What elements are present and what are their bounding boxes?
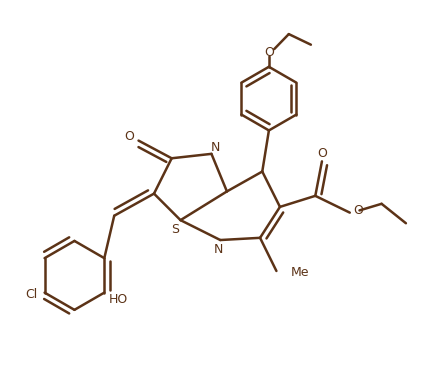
Text: HO: HO — [109, 293, 128, 306]
Text: S: S — [171, 223, 179, 236]
Text: O: O — [264, 46, 274, 59]
Text: O: O — [124, 130, 134, 142]
Text: O: O — [353, 204, 363, 217]
Text: O: O — [317, 147, 327, 160]
Text: N: N — [214, 243, 223, 256]
Text: Me: Me — [291, 266, 309, 279]
Text: N: N — [211, 141, 221, 154]
Text: Cl: Cl — [26, 288, 38, 301]
